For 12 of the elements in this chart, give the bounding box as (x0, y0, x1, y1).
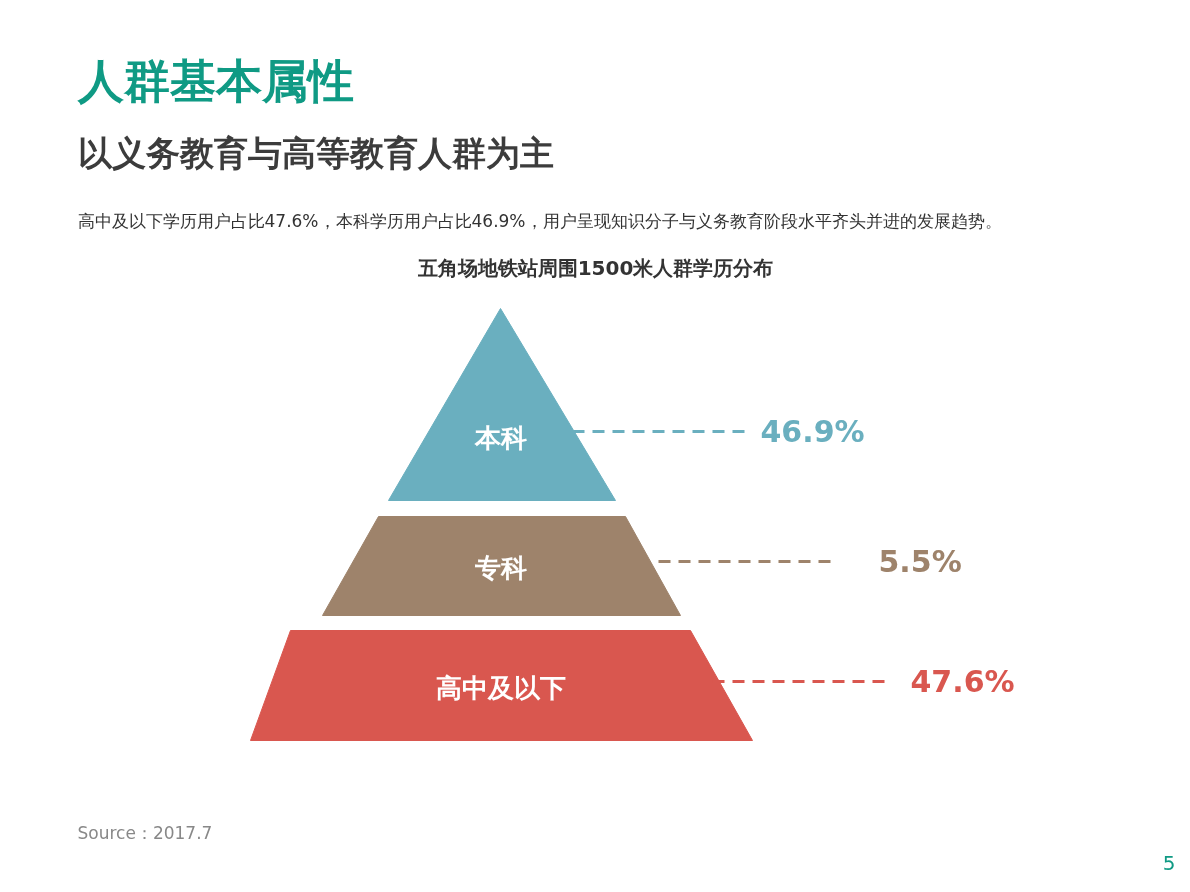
text: 5 (1162, 850, 1176, 875)
text: 高中及以下学历用户占比47.6%，本科学历用户占比46.9%，用户呈现知识分子与义务教育阶段水平齐头并进的发展趋势。 (77, 210, 1002, 231)
text: 以义务教育与高等教育人群为主 (77, 132, 554, 173)
source-note: Source：2017.7 (77, 822, 213, 843)
text: 五角场地铁站周围1500米人群学历分布 (416, 255, 774, 280)
data-label: 46.9% (760, 414, 865, 449)
text: 人群基本属性 (76, 53, 354, 108)
category-label: 高中及以下 (435, 672, 566, 703)
category-label: 专科 (473, 552, 527, 583)
data-label: 5.5% (878, 544, 962, 579)
data-label: 47.6% (910, 664, 1015, 699)
category-label: 本科 (473, 422, 527, 453)
